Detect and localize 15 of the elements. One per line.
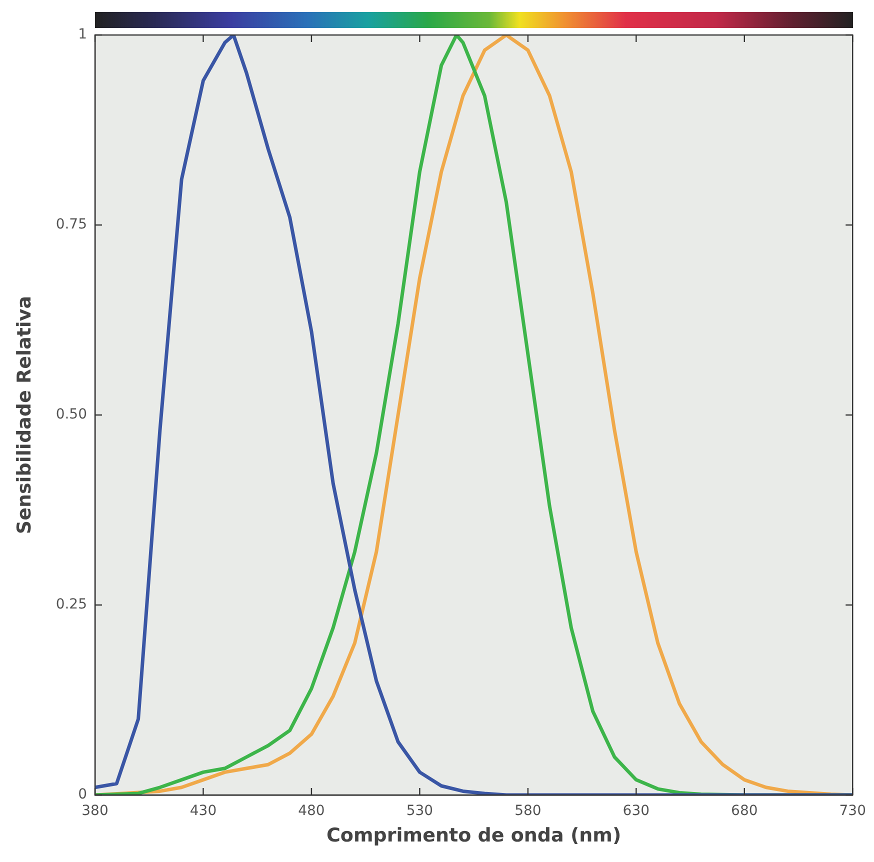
y-tick-label: 0.25 [56, 596, 87, 613]
x-tick-label: 380 [82, 803, 108, 820]
y-tick-label: 0.75 [56, 216, 87, 233]
x-tick-label: 730 [839, 803, 866, 820]
x-tick-label: 680 [731, 803, 758, 820]
y-tick-label: 0 [78, 786, 87, 803]
y-tick-label: 1 [78, 26, 87, 43]
y-tick-label: 0.50 [56, 406, 87, 423]
x-axis-title: Comprimento de onda (nm) [326, 824, 622, 847]
x-tick-label: 630 [622, 803, 650, 820]
x-tick-label: 580 [514, 803, 542, 820]
x-tick-label: 430 [190, 803, 217, 820]
x-tick-label: 480 [298, 803, 325, 820]
x-tick-label: 530 [406, 803, 434, 820]
y-axis-title: Sensibilidade Relativa [13, 296, 36, 534]
